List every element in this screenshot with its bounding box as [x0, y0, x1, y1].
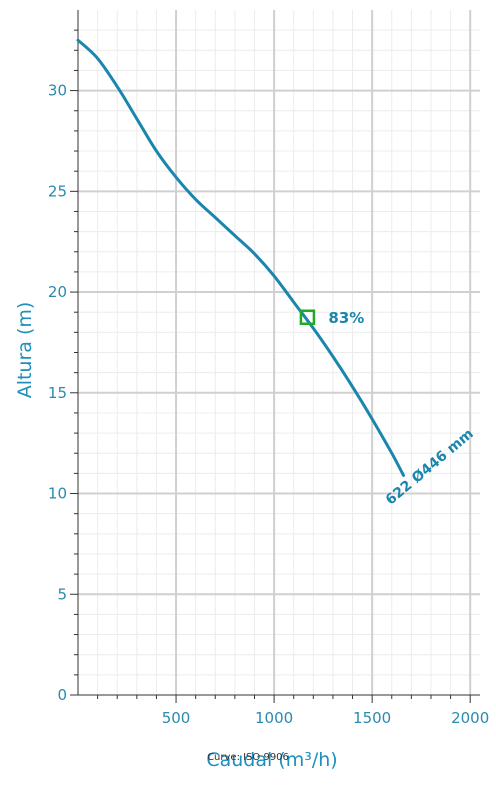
x-tick-label: 500: [162, 709, 191, 727]
efficiency-marker: [299, 309, 316, 325]
y-tick-label: 10: [48, 485, 67, 503]
minor-grid: [78, 10, 480, 695]
x-tick-label: 1500: [353, 709, 391, 727]
series-line: [76, 38, 405, 477]
y-tick-label: 20: [48, 283, 67, 301]
y-tick-label: 15: [48, 384, 67, 402]
efficiency-label: 83%: [328, 309, 364, 327]
curve-label: 622 Ø446 mm: [383, 426, 477, 509]
y-axis-title: Altura (m): [14, 302, 36, 399]
tick-labels: 0 5 10 15 20 25 30 500 1000 1500 2000: [48, 82, 489, 727]
footer-note: Curve: ISO 9906: [207, 752, 289, 763]
x-tick-label: 2000: [451, 709, 489, 727]
y-tick-label: 30: [48, 82, 67, 100]
x-axis-title: Caudal (m³/h): [206, 749, 337, 771]
y-tick-label: 25: [48, 182, 67, 200]
series-group: [76, 38, 405, 477]
x-tick-label: 1000: [255, 709, 293, 727]
y-tick-label: 5: [57, 585, 67, 603]
y-tick-label: 0: [57, 686, 67, 704]
axes: [70, 10, 480, 703]
major-grid: [78, 10, 480, 695]
